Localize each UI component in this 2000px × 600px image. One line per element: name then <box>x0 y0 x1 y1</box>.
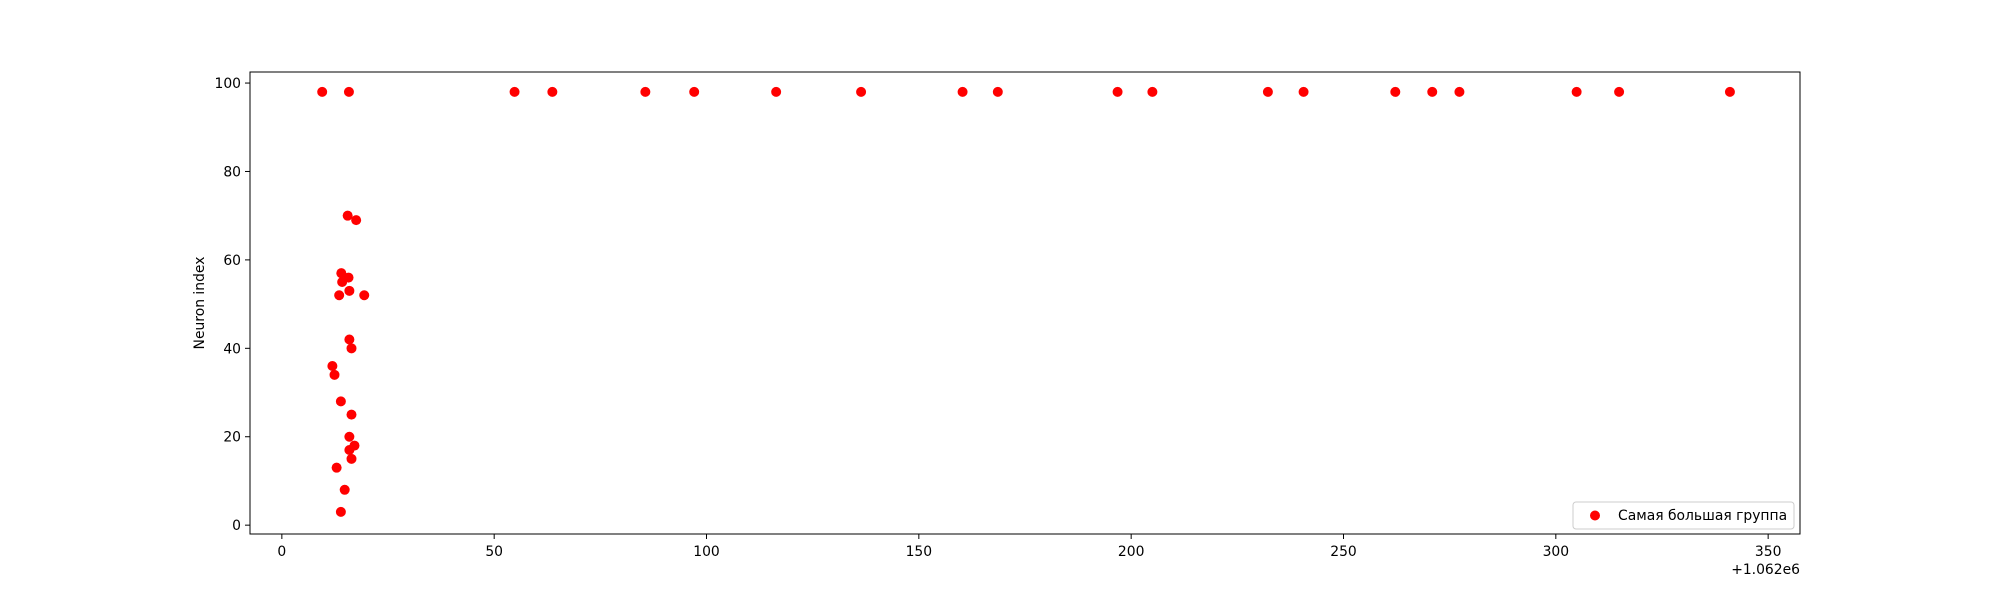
x-tick-label: 300 <box>1543 544 1570 560</box>
plot-area <box>250 72 1800 534</box>
data-point <box>640 86 651 97</box>
legend: Самая большая группа <box>1572 501 1795 530</box>
data-point <box>336 268 347 279</box>
x-tick-label: 50 <box>485 544 503 560</box>
y-tick-label: 100 <box>214 76 241 92</box>
data-point <box>343 86 354 97</box>
data-point <box>344 431 355 442</box>
y-tick-label: 0 <box>232 518 241 534</box>
data-point <box>1454 86 1465 97</box>
y-tick-label: 80 <box>223 164 241 180</box>
y-axis-label: Neuron index <box>192 257 208 350</box>
data-point <box>1262 86 1273 97</box>
data-point <box>992 86 1003 97</box>
x-tick-label: 100 <box>693 544 720 560</box>
data-point <box>856 86 867 97</box>
data-point <box>334 290 345 301</box>
data-point <box>1724 86 1735 97</box>
data-point <box>344 334 355 345</box>
points-layer <box>317 86 1735 517</box>
data-point <box>346 343 357 354</box>
data-point <box>1298 86 1309 97</box>
data-point <box>331 462 342 473</box>
data-point <box>359 290 370 301</box>
x-axis-offset-label: +1.062e6 <box>1731 562 1800 578</box>
data-point <box>344 445 355 455</box>
data-point <box>344 285 355 296</box>
data-point <box>317 86 328 97</box>
y-tick-label: 20 <box>223 430 241 446</box>
plot-frame <box>249 71 1801 535</box>
x-tick-label: 200 <box>1118 544 1145 560</box>
data-point <box>343 272 354 283</box>
x-tick-label: 250 <box>1330 544 1357 560</box>
data-point <box>351 215 362 226</box>
x-tick-label: 0 <box>277 544 286 560</box>
data-point <box>1147 86 1158 97</box>
y-tick-label: 60 <box>223 253 241 269</box>
x-axis: 0 50 100 150 200 250 300 350 <box>277 534 1781 560</box>
legend-label: Самая большая группа <box>1618 508 1787 524</box>
data-point <box>346 409 357 420</box>
data-point <box>335 506 346 517</box>
data-point <box>1427 86 1438 97</box>
data-point <box>547 86 558 97</box>
data-point <box>509 86 520 97</box>
data-point <box>957 86 968 97</box>
data-point <box>346 453 357 464</box>
data-point <box>339 484 350 495</box>
data-point <box>1571 86 1582 97</box>
data-point <box>335 396 346 407</box>
legend-box <box>1572 501 1795 530</box>
data-point <box>1614 86 1625 97</box>
data-point <box>1112 86 1123 97</box>
x-tick-label: 350 <box>1755 544 1782 560</box>
x-tick-label: 150 <box>906 544 933 560</box>
data-point <box>1390 86 1401 97</box>
y-tick-label: 40 <box>223 341 241 357</box>
data-point <box>327 361 338 371</box>
data-point <box>342 210 353 221</box>
data-point <box>689 86 700 97</box>
y-axis: 0 20 40 60 80 100 <box>214 76 250 534</box>
data-point <box>329 369 340 380</box>
legend-marker <box>1590 510 1600 521</box>
data-point <box>771 86 782 97</box>
